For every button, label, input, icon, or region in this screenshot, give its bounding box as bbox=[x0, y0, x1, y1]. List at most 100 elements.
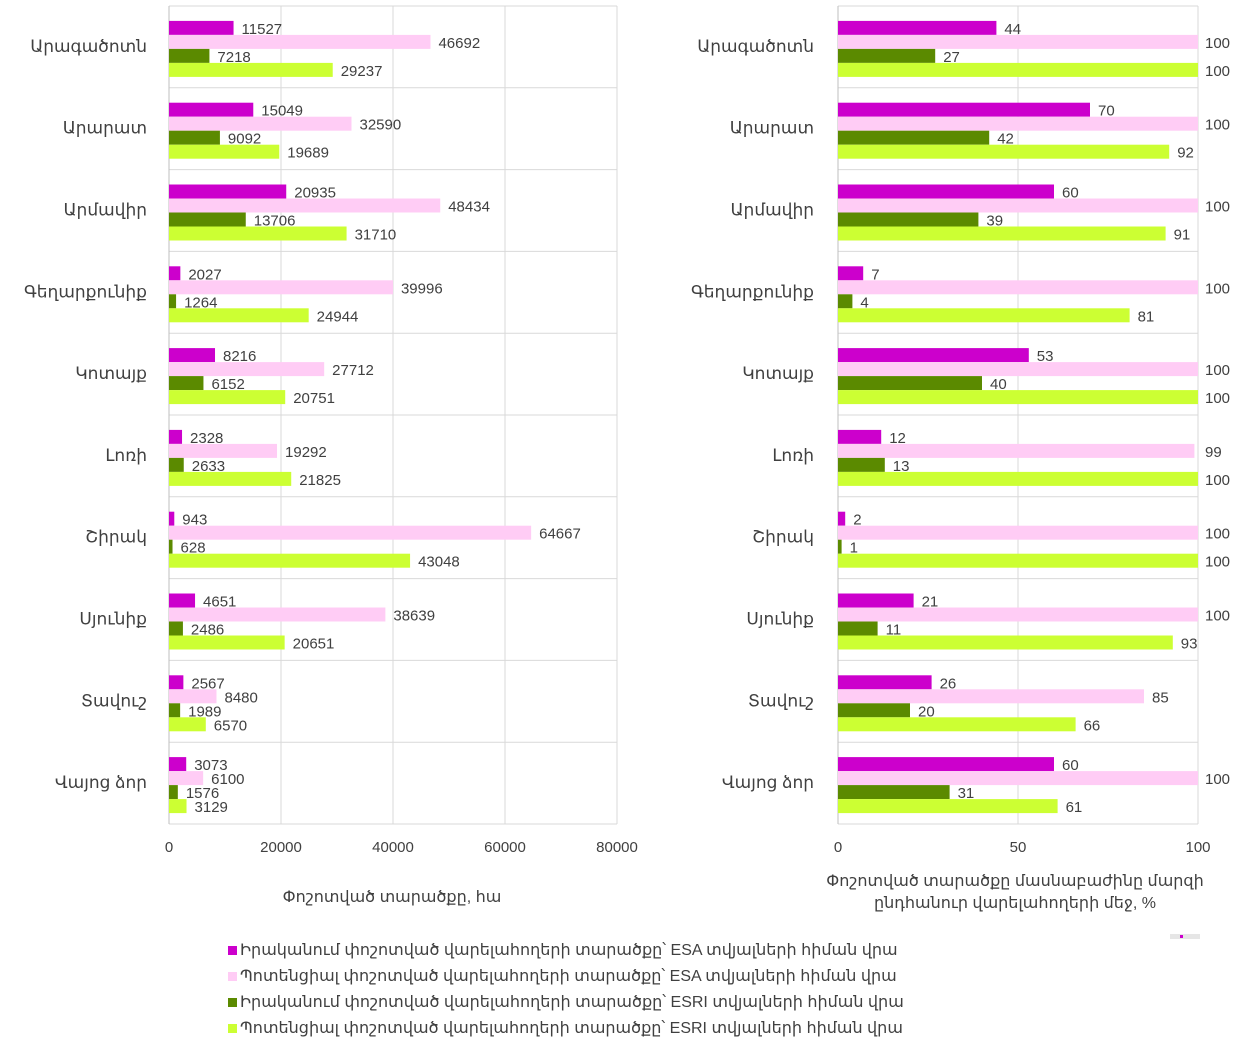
data-label-esa-potential: 100 bbox=[1205, 771, 1230, 788]
data-label-esri-actual: 42 bbox=[997, 131, 1014, 148]
corner-marker-dot bbox=[1180, 935, 1183, 938]
bar-esri-potential bbox=[169, 799, 187, 814]
bar-esa-potential bbox=[838, 525, 1198, 540]
data-label-esri-potential: 21825 bbox=[299, 472, 341, 489]
bar-esa-actual bbox=[838, 757, 1054, 772]
legend-label-esri-actual: Իրականում փոշոտված վարելահողերի տարածքը՝… bbox=[240, 994, 904, 1011]
category-label: Գեղարքունիք bbox=[24, 282, 147, 301]
x-tick-label: 0 bbox=[165, 839, 173, 856]
bar-esa-potential bbox=[838, 443, 1195, 458]
data-label-esa-actual: 21 bbox=[922, 594, 939, 611]
data-label-esa-potential: 8480 bbox=[224, 689, 257, 706]
legend-label-esa-actual: Իրականում փոշոտված վարելահողերի տարածքը՝… bbox=[240, 942, 898, 959]
x-tick-label: 0 bbox=[834, 839, 842, 856]
data-label-esri-potential: 31710 bbox=[355, 227, 397, 244]
bar-esri-potential bbox=[838, 799, 1058, 814]
bar-esa-potential bbox=[169, 34, 431, 49]
data-label-esa-potential: 27712 bbox=[332, 362, 374, 379]
data-label-esa-actual: 8216 bbox=[223, 348, 256, 365]
bar-esa-potential bbox=[169, 116, 352, 131]
data-label-esa-actual: 3073 bbox=[194, 757, 227, 774]
bar-esa-potential bbox=[169, 280, 393, 295]
data-label-esa-actual: 2567 bbox=[191, 675, 224, 692]
bar-esri-potential bbox=[169, 717, 206, 732]
data-label-esa-potential: 85 bbox=[1152, 689, 1169, 706]
x-tick-label: 20000 bbox=[260, 839, 302, 856]
x-axis-title-line: ընդհանուր վարելահողերի մեջ, % bbox=[874, 895, 1156, 912]
bar-esa-actual bbox=[838, 675, 932, 690]
bar-esri-potential bbox=[169, 226, 347, 241]
category-label: Գեղարքունիք bbox=[691, 282, 814, 301]
data-label-esa-potential: 46692 bbox=[438, 35, 480, 52]
bar-esa-potential bbox=[169, 362, 325, 377]
data-label-esa-actual: 60 bbox=[1062, 185, 1079, 202]
data-label-esa-potential: 100 bbox=[1205, 608, 1230, 625]
bar-esa-actual bbox=[169, 675, 184, 690]
category-label: Լոռի bbox=[772, 446, 814, 465]
data-label-esri-potential: 100 bbox=[1205, 472, 1230, 489]
bar-esa-potential bbox=[838, 607, 1198, 622]
data-label-esri-actual: 13706 bbox=[254, 213, 296, 230]
category-label: Արմավիր bbox=[64, 201, 147, 220]
bar-esri-actual bbox=[169, 130, 220, 145]
corner-marker bbox=[1170, 934, 1200, 939]
bar-esri-actual bbox=[838, 703, 910, 718]
data-label-esa-potential: 32590 bbox=[360, 117, 402, 134]
data-label-esri-actual: 27 bbox=[943, 49, 960, 66]
data-label-esa-potential: 6100 bbox=[211, 771, 244, 788]
bar-esa-actual bbox=[838, 102, 1090, 117]
bar-esa-actual bbox=[169, 593, 196, 608]
data-label-esa-actual: 4651 bbox=[203, 594, 236, 611]
bar-esri-actual bbox=[838, 539, 842, 554]
bar-esa-potential bbox=[838, 362, 1198, 377]
data-label-esa-potential: 39996 bbox=[401, 280, 443, 297]
legend-swatch-esri-actual bbox=[228, 998, 237, 1007]
legend-swatch-esri-potential bbox=[228, 1024, 237, 1033]
data-label-esa-potential: 38639 bbox=[393, 608, 435, 625]
category-label: Սյունիք bbox=[79, 610, 147, 629]
bar-esri-actual bbox=[169, 212, 246, 227]
bar-esa-actual bbox=[169, 184, 287, 199]
bar-esri-potential bbox=[169, 62, 333, 77]
data-label-esri-actual: 1264 bbox=[184, 294, 217, 311]
bar-esa-potential bbox=[838, 198, 1198, 213]
data-label-esri-actual: 2486 bbox=[191, 622, 224, 639]
bar-esa-actual bbox=[838, 511, 846, 526]
category-label: Սյունիք bbox=[746, 610, 814, 629]
category-label: Շիրակ bbox=[752, 528, 814, 547]
bar-esri-potential bbox=[169, 635, 285, 650]
x-tick-label: 50 bbox=[1010, 839, 1027, 856]
bar-esri-potential bbox=[838, 226, 1166, 241]
data-label-esri-actual: 2633 bbox=[192, 458, 225, 475]
data-label-esa-potential: 100 bbox=[1205, 199, 1230, 216]
data-label-esa-actual: 12 bbox=[889, 430, 906, 447]
bar-esri-actual bbox=[169, 703, 181, 718]
data-label-esri-actual: 1 bbox=[850, 540, 858, 557]
bar-esa-potential bbox=[838, 116, 1198, 131]
bar-esa-actual bbox=[838, 593, 914, 608]
bar-esa-actual bbox=[169, 20, 234, 35]
data-label-esri-actual: 9092 bbox=[228, 131, 261, 148]
data-label-esri-actual: 6152 bbox=[211, 376, 244, 393]
category-label: Արագածոտն bbox=[30, 37, 147, 56]
chart-share-percent: 0 50 100Արագածոտն4410027100Արարատ701004292… bbox=[691, 5, 1230, 912]
legend-swatch-esa-potential bbox=[228, 972, 237, 981]
category-label: Վայոց ձոր bbox=[722, 773, 814, 792]
bar-esa-actual bbox=[838, 266, 864, 281]
data-label-esri-potential: 81 bbox=[1138, 308, 1155, 325]
category-label: Շիրակ bbox=[85, 528, 147, 547]
category-label: Կոտայք bbox=[742, 364, 814, 383]
bar-esri-potential bbox=[838, 717, 1076, 732]
bar-esri-potential bbox=[838, 144, 1170, 159]
data-label-esri-actual: 39 bbox=[986, 213, 1003, 230]
data-label-esa-actual: 15049 bbox=[261, 103, 303, 120]
data-label-esa-actual: 943 bbox=[182, 512, 207, 529]
category-label: Լոռի bbox=[105, 446, 147, 465]
category-label: Վայոց ձոր bbox=[55, 773, 147, 792]
data-label-esri-potential: 61 bbox=[1066, 799, 1083, 816]
bar-esri-actual bbox=[169, 48, 210, 63]
bar-esri-potential bbox=[169, 471, 292, 486]
data-label-esri-potential: 100 bbox=[1205, 63, 1230, 80]
data-label-esri-potential: 43048 bbox=[418, 554, 460, 571]
